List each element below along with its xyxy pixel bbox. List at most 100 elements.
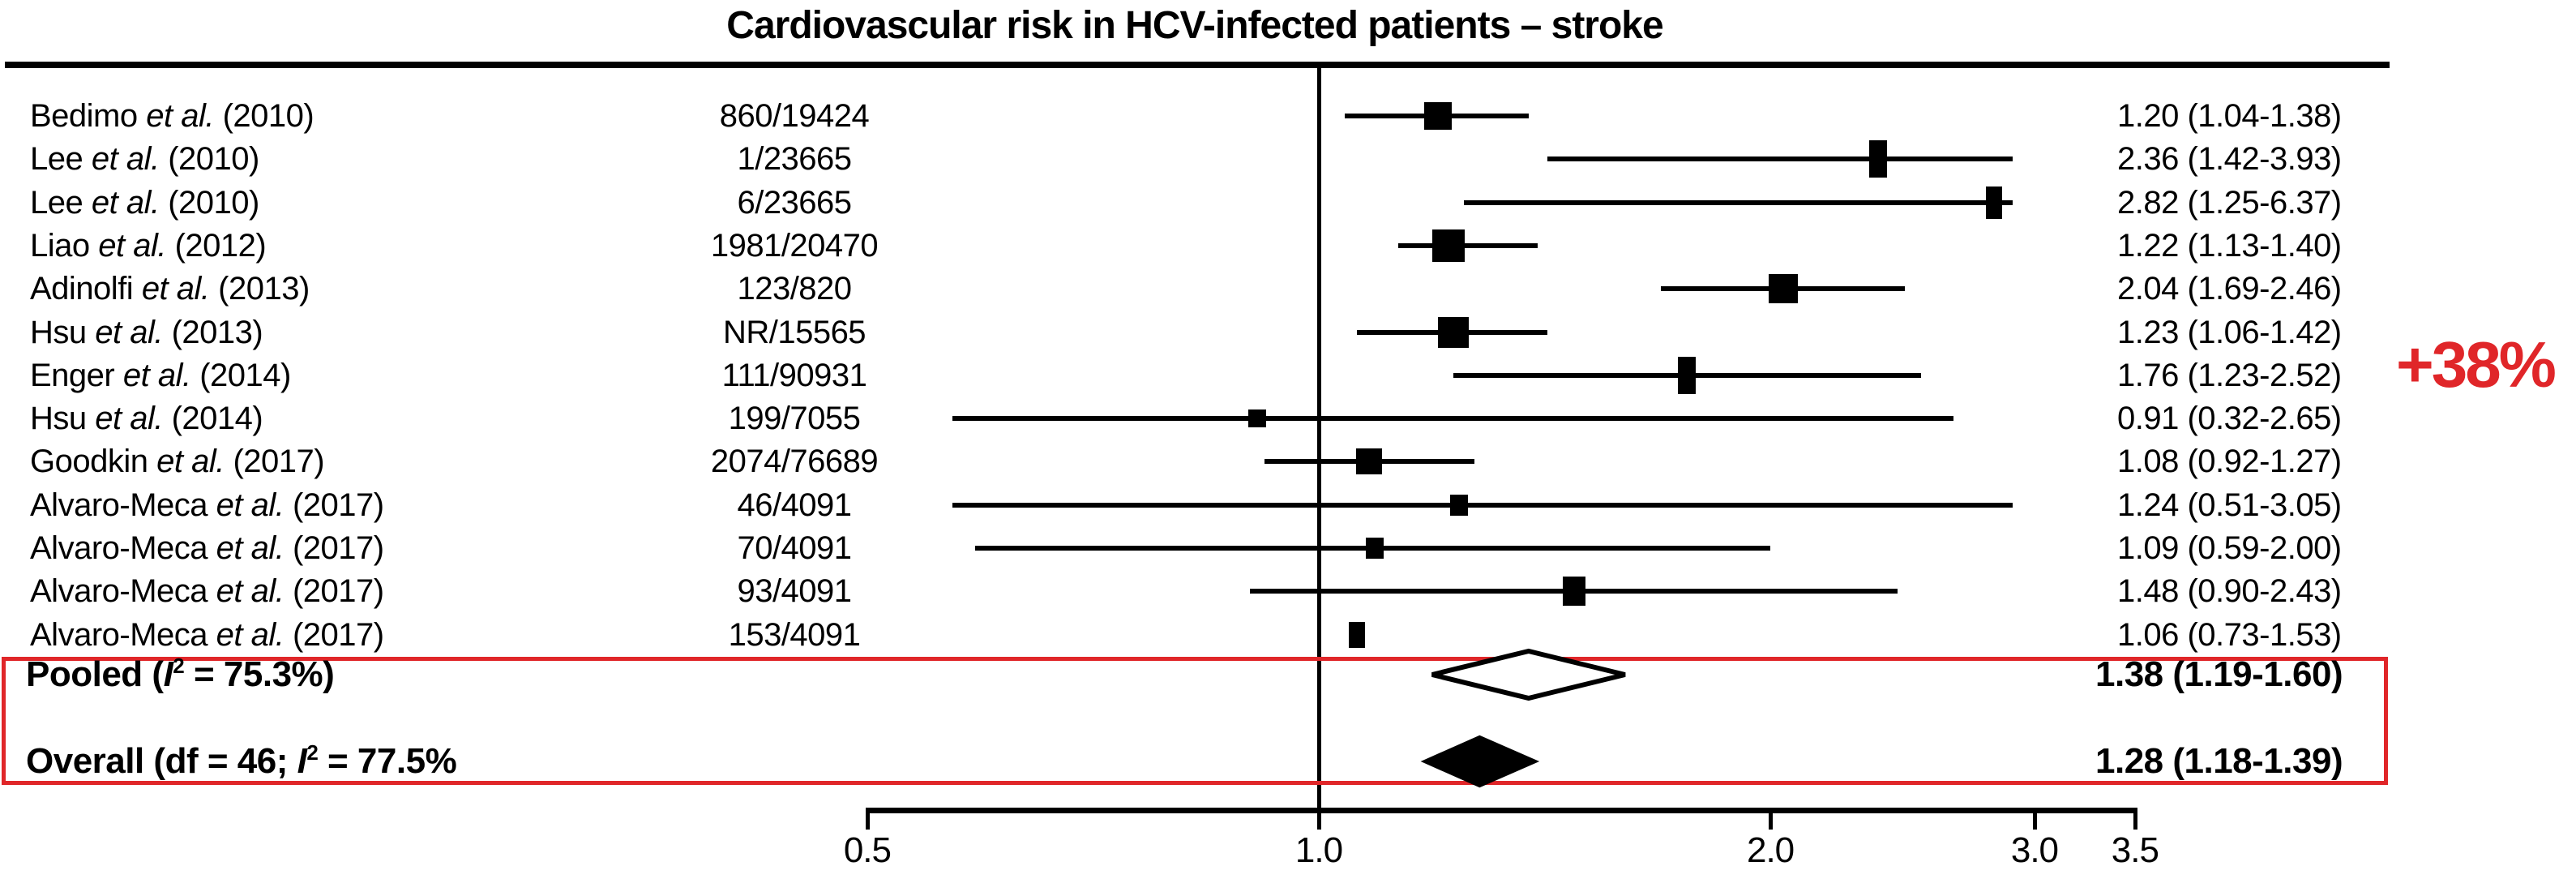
study-name-part: (2014) bbox=[190, 357, 291, 393]
study-name: Alvaro-Meca et al. (2017) bbox=[30, 484, 384, 526]
overall-estimate-text: 1.28 (1.18-1.39) bbox=[2095, 741, 2343, 781]
events-count: 1981/20470 bbox=[710, 227, 879, 264]
study-name-part: Alvaro-Meca bbox=[30, 573, 216, 610]
point-estimate-marker bbox=[1768, 274, 1798, 304]
point-estimate-marker bbox=[1678, 356, 1697, 394]
study-name-part: Bedimo bbox=[30, 98, 147, 134]
study-name: Liao et al. (2012) bbox=[30, 225, 267, 267]
events-count: 153/4091 bbox=[728, 616, 861, 653]
study-name: Enger et al. (2014) bbox=[30, 354, 291, 397]
study-name-part: et al. bbox=[141, 271, 210, 307]
study-name-part: (2014) bbox=[162, 401, 263, 437]
study-name-part: (2017) bbox=[284, 530, 384, 566]
estimate-ci-text: 1.24 (0.51-3.05) bbox=[2117, 487, 2342, 523]
events-count: NR/15565 bbox=[722, 314, 867, 350]
point-estimate-marker bbox=[1348, 621, 1365, 648]
study-name-part: (2010) bbox=[159, 184, 259, 221]
study-name-part: et al. bbox=[146, 98, 214, 134]
study-name-part: (2017) bbox=[224, 444, 325, 480]
study-name-part: et al. bbox=[122, 357, 191, 393]
events-count: 6/23665 bbox=[737, 184, 852, 221]
pooled-row-label: Pooled (I2 = 75.3%) bbox=[26, 653, 335, 697]
point-estimate-marker bbox=[1986, 186, 2003, 219]
study-name-part: (2010) bbox=[213, 98, 315, 134]
study-name-part: (2013) bbox=[162, 314, 263, 350]
x-axis-line bbox=[867, 808, 2134, 813]
events-count: 860/19424 bbox=[719, 98, 870, 134]
x-axis-tick bbox=[2032, 808, 2037, 830]
overall-label-i: I bbox=[297, 741, 307, 781]
study-name-part: Alvaro-Meca bbox=[30, 616, 216, 653]
estimate-ci-text: 2.82 (1.25-6.37) bbox=[2117, 184, 2342, 221]
x-axis-tick-label: 3.5 bbox=[2111, 830, 2159, 870]
summary-highlight-box bbox=[2, 657, 2388, 785]
overall-label-sup: 2 bbox=[306, 740, 319, 765]
x-axis-tick-label: 3.0 bbox=[2010, 830, 2059, 870]
study-name-part: Enger bbox=[30, 357, 123, 393]
estimate-ci-text: 0.91 (0.32-2.65) bbox=[2117, 401, 2342, 437]
study-name-part: (2017) bbox=[284, 573, 384, 610]
study-name-part: (2012) bbox=[165, 227, 267, 264]
confidence-interval-line bbox=[1398, 242, 1538, 248]
x-axis-tick bbox=[2133, 808, 2137, 830]
x-axis-tick-label: 0.5 bbox=[843, 830, 892, 870]
point-estimate-marker bbox=[1438, 316, 1470, 348]
estimate-ci-text: 1.76 (1.23-2.52) bbox=[2117, 357, 2342, 393]
study-name: Hsu et al. (2013) bbox=[30, 311, 263, 354]
events-count: 70/4091 bbox=[737, 530, 852, 566]
study-name-part: et al. bbox=[91, 184, 160, 221]
pooled-label-i: I bbox=[163, 654, 173, 694]
study-name-part: (2010) bbox=[159, 141, 259, 178]
confidence-interval-line bbox=[1547, 157, 2013, 162]
estimate-ci-text: 1.48 (0.90-2.43) bbox=[2117, 573, 2342, 610]
confidence-interval-line bbox=[952, 416, 1954, 422]
study-name-part: Goodkin bbox=[30, 444, 157, 480]
estimate-ci-text: 2.04 (1.69-2.46) bbox=[2117, 271, 2342, 307]
study-name-part: et al. bbox=[91, 141, 160, 178]
point-estimate-marker bbox=[1248, 409, 1267, 428]
overall-diamond bbox=[1420, 735, 1540, 788]
overall-row-label: Overall (df = 46; I2 = 77.5% bbox=[26, 740, 457, 783]
study-name: Bedimo et al. (2010) bbox=[30, 95, 315, 137]
point-estimate-marker bbox=[1869, 140, 1888, 178]
point-estimate-marker bbox=[1449, 494, 1468, 516]
study-name-part: et al. bbox=[216, 573, 285, 610]
study-name: Goodkin et al. (2017) bbox=[30, 440, 325, 482]
pooled-label-post: = 75.3%) bbox=[184, 654, 335, 694]
estimate-ci-text: 1.20 (1.04-1.38) bbox=[2117, 98, 2342, 134]
events-count: 111/90931 bbox=[721, 357, 867, 393]
study-name-part: Hsu bbox=[30, 401, 96, 437]
events-count: 93/4091 bbox=[737, 573, 852, 610]
overall-label-pre: Overall (df = 46; bbox=[26, 741, 297, 781]
study-name-part: Adinolfi bbox=[30, 271, 142, 307]
study-name: Adinolfi et al. (2013) bbox=[30, 268, 310, 310]
study-name-part: et al. bbox=[98, 227, 166, 264]
study-name: Alvaro-Meca et al. (2017) bbox=[30, 527, 384, 569]
x-axis-tick bbox=[1769, 808, 1774, 830]
confidence-interval-line bbox=[1464, 199, 2013, 205]
study-name-part: Alvaro-Meca bbox=[30, 487, 216, 523]
events-count: 2074/76689 bbox=[710, 444, 879, 480]
study-name-part: Lee bbox=[30, 184, 92, 221]
pooled-diamond bbox=[1431, 648, 1626, 701]
point-estimate-marker bbox=[1563, 577, 1586, 607]
pooled-label-sup: 2 bbox=[173, 654, 185, 678]
study-name: Lee et al. (2010) bbox=[30, 182, 259, 224]
study-name-part: et al. bbox=[95, 314, 163, 350]
study-name: Alvaro-Meca et al. (2017) bbox=[30, 614, 384, 656]
study-name-part: Liao bbox=[30, 227, 99, 264]
study-name-part: et al. bbox=[95, 401, 163, 437]
confidence-interval-line bbox=[952, 502, 2013, 508]
reference-line-1.0 bbox=[1317, 68, 1321, 829]
estimate-ci-text: 1.08 (0.92-1.27) bbox=[2117, 444, 2342, 480]
page-title: Cardiovascular risk in HCV-infected pati… bbox=[726, 4, 1663, 47]
events-count: 199/7055 bbox=[728, 401, 861, 437]
study-name: Lee et al. (2010) bbox=[30, 138, 259, 180]
estimate-ci-text: 2.36 (1.42-3.93) bbox=[2117, 141, 2342, 178]
pooled-estimate-text: 1.38 (1.19-1.60) bbox=[2095, 654, 2343, 694]
study-name: Hsu et al. (2014) bbox=[30, 397, 263, 440]
study-name-part: et al. bbox=[156, 444, 225, 480]
study-name-part: et al. bbox=[216, 487, 285, 523]
risk-increase-annotation: +38% bbox=[2396, 328, 2557, 401]
